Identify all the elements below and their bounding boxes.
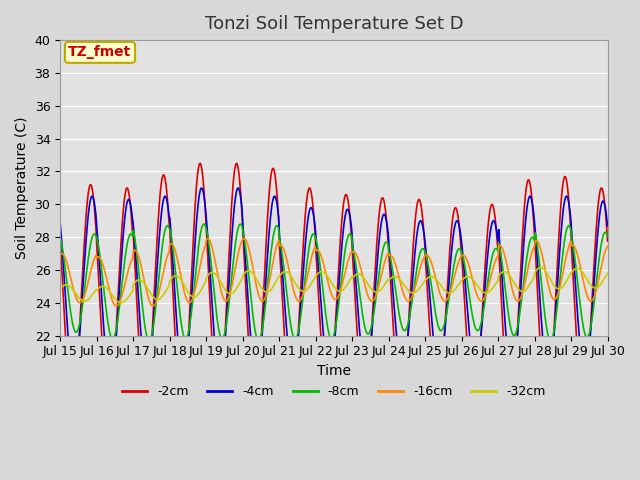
-16cm	[402, 296, 410, 302]
-8cm	[208, 266, 216, 272]
-32cm	[604, 270, 611, 276]
-2cm	[196, 160, 204, 166]
-32cm	[66, 284, 74, 289]
-2cm	[208, 335, 216, 340]
Line: -8cm: -8cm	[60, 224, 607, 341]
Title: Tonzi Soil Temperature Set D: Tonzi Soil Temperature Set D	[205, 15, 463, 33]
-32cm	[179, 280, 187, 286]
-2cm	[401, 371, 409, 377]
Legend: -2cm, -4cm, -8cm, -16cm, -32cm: -2cm, -4cm, -8cm, -16cm, -32cm	[117, 380, 550, 403]
-8cm	[401, 328, 409, 334]
Line: -32cm: -32cm	[60, 267, 607, 303]
-4cm	[209, 308, 216, 314]
-8cm	[178, 325, 186, 331]
-8cm	[122, 246, 130, 252]
-4cm	[179, 375, 187, 381]
-16cm	[124, 272, 131, 277]
-4cm	[56, 220, 64, 226]
-8cm	[417, 248, 425, 253]
-2cm	[604, 239, 611, 244]
-2cm	[417, 203, 425, 208]
Line: -16cm: -16cm	[60, 239, 607, 306]
-4cm	[107, 377, 115, 383]
-8cm	[604, 233, 611, 239]
-16cm	[209, 246, 216, 252]
-4cm	[402, 352, 410, 358]
-32cm	[537, 264, 545, 270]
-8cm	[66, 305, 74, 311]
-8cm	[200, 221, 208, 227]
-4cm	[198, 185, 205, 191]
-32cm	[401, 284, 409, 289]
-8cm	[547, 338, 554, 344]
-32cm	[56, 286, 64, 292]
Y-axis label: Soil Temperature (C): Soil Temperature (C)	[15, 117, 29, 259]
-2cm	[66, 394, 74, 399]
-16cm	[204, 236, 212, 241]
-4cm	[604, 223, 611, 229]
-8cm	[56, 235, 64, 240]
-16cm	[66, 272, 74, 278]
-16cm	[418, 260, 426, 265]
-32cm	[417, 283, 425, 289]
-2cm	[122, 186, 130, 192]
Line: -2cm: -2cm	[60, 163, 607, 413]
-32cm	[124, 296, 131, 301]
-16cm	[113, 303, 120, 309]
-2cm	[543, 410, 550, 416]
-4cm	[66, 355, 74, 361]
X-axis label: Time: Time	[317, 364, 351, 378]
Text: TZ_fmet: TZ_fmet	[68, 46, 132, 60]
-2cm	[56, 237, 64, 242]
-16cm	[604, 243, 611, 249]
-4cm	[124, 199, 131, 205]
Line: -4cm: -4cm	[60, 188, 607, 380]
-2cm	[178, 407, 186, 412]
-4cm	[418, 219, 426, 225]
-16cm	[56, 252, 64, 257]
-32cm	[208, 270, 216, 276]
-32cm	[117, 300, 125, 306]
-16cm	[179, 283, 187, 288]
